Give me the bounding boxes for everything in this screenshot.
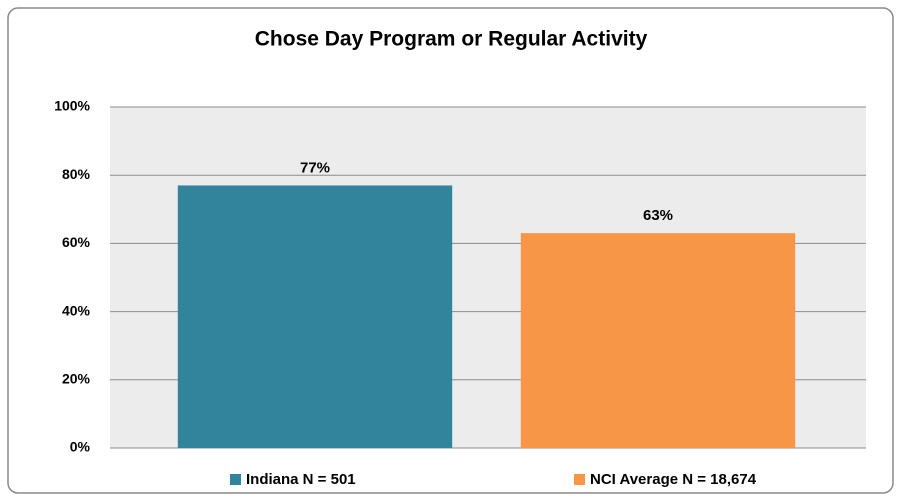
y-tick-label: 80% bbox=[62, 166, 91, 182]
legend-swatch bbox=[230, 474, 241, 485]
y-tick-label: 40% bbox=[62, 302, 91, 318]
legend-label: Indiana N = 501 bbox=[246, 471, 356, 488]
data-label: 63% bbox=[643, 207, 673, 224]
y-tick-label: 20% bbox=[62, 371, 91, 387]
legend-label: NCI Average N = 18,674 bbox=[590, 471, 757, 488]
chart-title: Chose Day Program or Regular Activity bbox=[255, 28, 648, 51]
y-tick-label: 0% bbox=[70, 439, 91, 455]
bar bbox=[520, 233, 796, 448]
data-label: 77% bbox=[300, 159, 330, 176]
y-tick-label: 100% bbox=[54, 98, 90, 114]
bar bbox=[177, 185, 453, 448]
y-tick-label: 60% bbox=[62, 234, 91, 250]
legend-swatch bbox=[574, 474, 585, 485]
